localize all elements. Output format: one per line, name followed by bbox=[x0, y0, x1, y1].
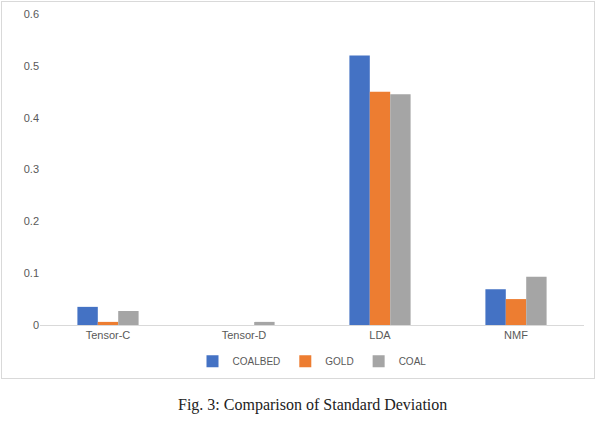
svg-text:0: 0 bbox=[33, 319, 39, 331]
svg-text:COALBED: COALBED bbox=[233, 356, 281, 367]
svg-text:LDA: LDA bbox=[369, 329, 391, 341]
svg-text:0.6: 0.6 bbox=[24, 8, 39, 20]
svg-text:Tensor-C: Tensor-C bbox=[86, 329, 131, 341]
svg-text:Tensor-D: Tensor-D bbox=[222, 329, 267, 341]
svg-text:COAL: COAL bbox=[399, 356, 427, 367]
svg-text:0.5: 0.5 bbox=[24, 60, 39, 72]
svg-text:0.3: 0.3 bbox=[24, 163, 39, 175]
svg-text:NMF: NMF bbox=[504, 329, 528, 341]
svg-text:0.2: 0.2 bbox=[24, 215, 39, 227]
svg-text:GOLD: GOLD bbox=[325, 356, 353, 367]
svg-text:0.1: 0.1 bbox=[24, 267, 39, 279]
svg-text:Fig. 3: Comparison of Standard: Fig. 3: Comparison of Standard Deviation bbox=[178, 396, 447, 414]
svg-text:0.4: 0.4 bbox=[24, 112, 39, 124]
